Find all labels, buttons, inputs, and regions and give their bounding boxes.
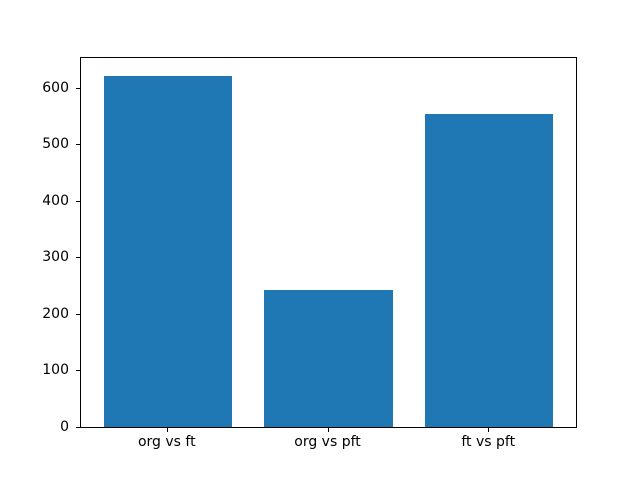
x-tick-mark — [327, 427, 329, 432]
x-tick-mark — [166, 427, 168, 432]
y-tick-mark — [76, 426, 80, 428]
y-tick-mark — [76, 370, 80, 372]
bar-org-vs-pft — [264, 290, 393, 427]
plot-area — [80, 57, 577, 428]
y-tick-label: 300 — [42, 249, 69, 266]
y-tick-label: 500 — [42, 136, 69, 153]
x-tick-label: ft vs pft — [461, 433, 516, 450]
x-tick-label: org vs pft — [294, 433, 361, 450]
x-tick-label: org vs ft — [137, 433, 196, 450]
bar-ft-vs-pft — [424, 113, 554, 427]
y-tick-label: 400 — [42, 192, 69, 209]
y-tick-label: 100 — [42, 362, 69, 379]
y-tick-mark — [76, 313, 80, 315]
bar-org-vs-ft — [103, 75, 233, 427]
y-tick-label: 0 — [60, 418, 69, 435]
y-tick-mark — [76, 144, 80, 146]
y-tick-mark — [76, 88, 80, 90]
y-tick-mark — [76, 200, 80, 202]
x-tick-mark — [488, 427, 490, 432]
y-tick-label: 600 — [42, 80, 69, 97]
y-tick-mark — [76, 257, 80, 259]
y-tick-label: 200 — [42, 305, 69, 322]
